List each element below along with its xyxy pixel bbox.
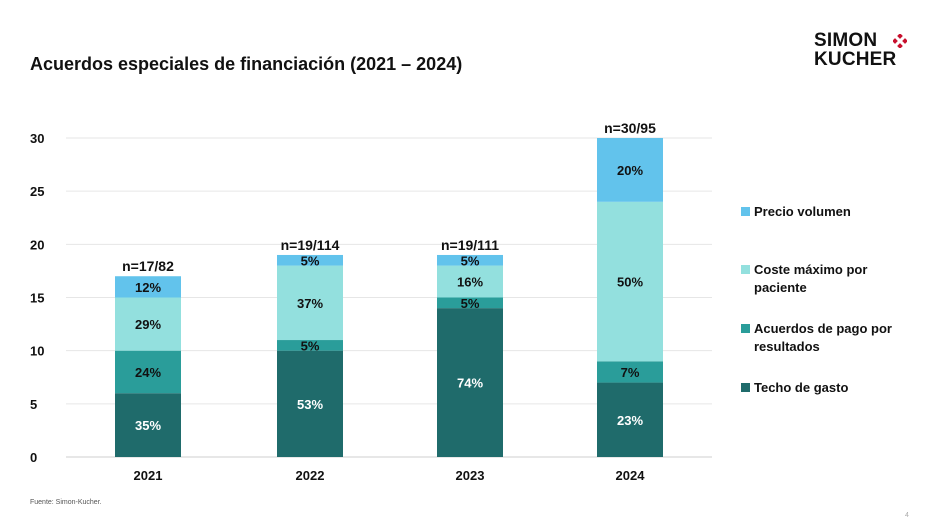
x-tick-label: 2023 (456, 468, 485, 483)
data-label: 5% (461, 296, 480, 311)
legend-label: Precio volumen (754, 204, 851, 219)
data-label: 5% (301, 338, 320, 353)
data-label: 53% (297, 397, 323, 412)
data-label: 5% (301, 253, 320, 268)
y-tick-label: 25 (30, 184, 44, 199)
x-tick-label: 2022 (296, 468, 325, 483)
legend-swatch (741, 265, 750, 274)
data-label: 20% (617, 163, 643, 178)
y-tick-label: 20 (30, 237, 44, 252)
legend-label: Techo de gasto (754, 380, 848, 395)
data-label: 29% (135, 317, 161, 332)
data-label: 74% (457, 376, 483, 391)
data-label: 7% (621, 365, 640, 380)
legend-label: Coste máximo por (754, 262, 867, 277)
source-note: Fuente: Simon-Kucher. (30, 499, 102, 506)
data-label: 50% (617, 275, 643, 290)
data-label: 37% (297, 296, 323, 311)
data-label: 12% (135, 280, 161, 295)
legend-swatch (741, 383, 750, 392)
data-label: 24% (135, 365, 161, 380)
data-label: 35% (135, 418, 161, 433)
bar-total-label: n=19/111 (441, 237, 499, 253)
legend-label: Acuerdos de pago por (754, 321, 892, 336)
y-tick-label: 15 (30, 291, 44, 306)
y-tick-label: 0 (30, 450, 37, 465)
x-tick-label: 2021 (134, 468, 163, 483)
legend-label: resultados (754, 339, 820, 354)
bar-total-label: n=19/114 (281, 237, 340, 253)
legend-swatch (741, 207, 750, 216)
y-tick-label: 10 (30, 344, 44, 359)
data-label: 16% (457, 275, 483, 290)
page-number: 4 (905, 512, 909, 519)
bar-total-label: n=17/82 (122, 258, 174, 274)
data-label: 23% (617, 413, 643, 428)
bar-total-label: n=30/95 (604, 120, 656, 136)
legend-swatch (741, 324, 750, 333)
y-tick-label: 5 (30, 397, 37, 412)
data-label: 5% (461, 253, 480, 268)
legend-label: paciente (754, 280, 807, 295)
x-tick-label: 2024 (616, 468, 646, 483)
y-tick-label: 30 (30, 131, 44, 146)
